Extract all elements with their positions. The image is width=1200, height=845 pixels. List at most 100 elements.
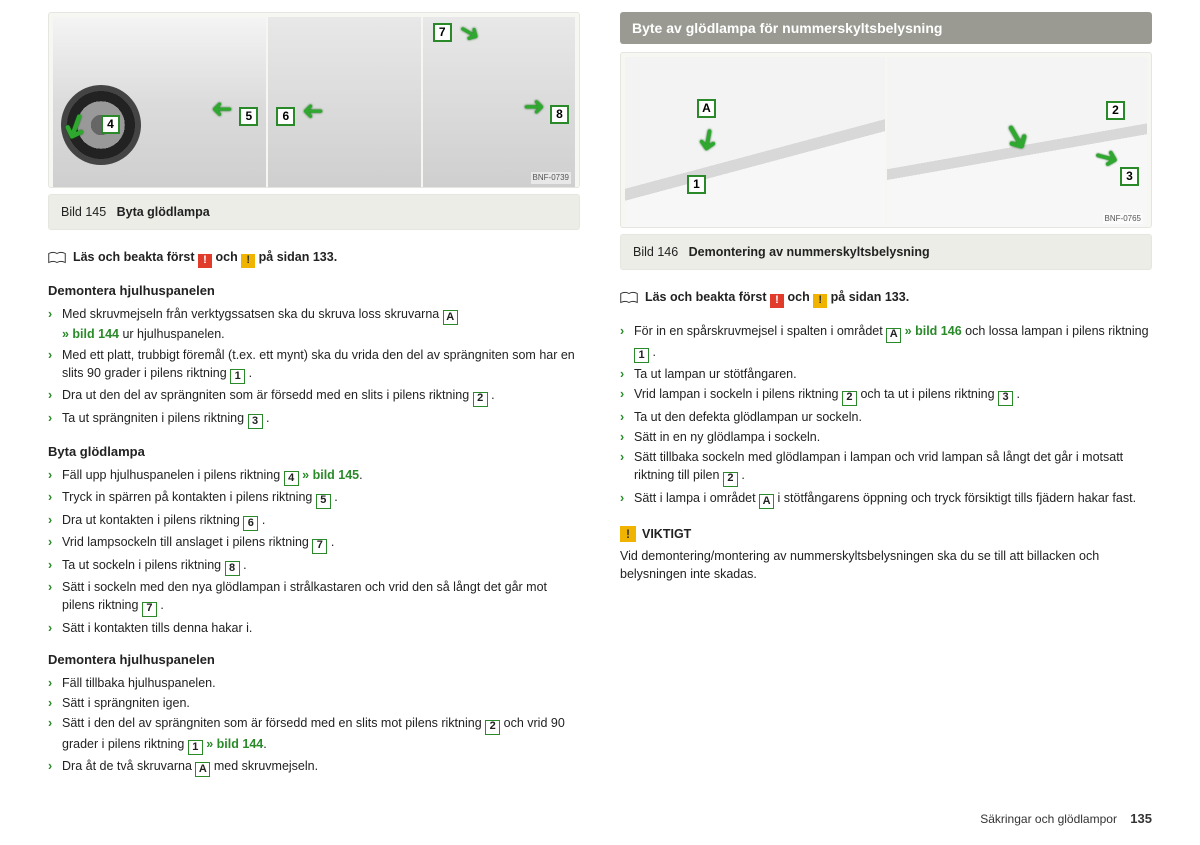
warn-yellow-icon: !	[813, 294, 827, 308]
important-text: Vid demontering/montering av nummerskylt…	[620, 547, 1152, 583]
list-item: För in en spårskruvmejsel i spalten i om…	[620, 322, 1152, 363]
text: Med ett platt, trubbigt föremål (t.ex. e…	[62, 348, 575, 380]
footer-section: Säkringar och glödlampor	[980, 812, 1117, 826]
text: Dra ut den del av sprängniten som är för…	[62, 388, 473, 402]
figure-146-images: A ➜ 1 2 ➜ ➜ 3 BNF-0765	[625, 57, 1147, 227]
list-right: För in en spårskruvmejsel i spalten i om…	[620, 322, 1152, 509]
number-box: 1	[188, 740, 203, 755]
figure-146: A ➜ 1 2 ➜ ➜ 3 BNF-0765	[620, 52, 1152, 228]
marker-4: 4	[101, 115, 120, 134]
number-box: 1	[634, 348, 649, 363]
caption-title: Byta glödlampa	[117, 205, 210, 219]
caption-prefix: Bild 145	[61, 205, 106, 219]
list-item: Sätt i sockeln med den nya glödlampan i …	[48, 578, 580, 617]
arrow-icon: ➜	[454, 17, 486, 49]
figure-145-images: ➜ 4 5 ➜ 6 ➜ 7 ➜ 8 ➜ BNF-0739	[53, 17, 575, 187]
caption-prefix: Bild 146	[633, 245, 678, 259]
list-item: Fäll upp hjulhuspanelen i pilens riktnin…	[48, 466, 580, 486]
list-s2: Fäll upp hjulhuspanelen i pilens riktnin…	[48, 466, 580, 637]
text: Fäll upp hjulhuspanelen i pilens riktnin…	[62, 468, 284, 482]
text: och lossa lampan i pilens riktning	[965, 324, 1148, 338]
warn-yellow-icon: !	[620, 526, 636, 542]
list-item: Ta ut lampan ur stötfångaren.	[620, 365, 1152, 383]
book-icon	[48, 251, 66, 265]
text: Vrid lampan i sockeln i pilens riktning	[634, 387, 842, 401]
list-item: Med skruvmejseln från verktygssatsen ska…	[48, 305, 580, 344]
marker-2: 2	[1106, 101, 1125, 120]
page-footer: Säkringar och glödlampor 135	[980, 810, 1152, 829]
number-box: 2	[473, 392, 488, 407]
book-icon	[620, 291, 638, 305]
list-item: Sätt i kontakten tills denna hakar i.	[48, 619, 580, 637]
number-box: 6	[243, 516, 258, 531]
figure-145-panel-3: 7 ➜ 8 ➜ BNF-0739	[423, 17, 575, 187]
list-item: Sätt i den del av sprängniten som är för…	[48, 714, 580, 755]
number-box: 8	[225, 561, 240, 576]
ref-link: » bild 144	[62, 327, 119, 341]
list-item: Sätt tillbaka sockeln med glödlampan i l…	[620, 448, 1152, 487]
text: Ta ut sprängniten i pilens riktning	[62, 411, 248, 425]
number-box: 5	[316, 494, 331, 509]
text: med skruvmejseln.	[214, 759, 318, 773]
text: och ta ut i pilens riktning	[860, 387, 998, 401]
ref-link: » bild 145	[302, 468, 359, 482]
list-item: Med ett platt, trubbigt föremål (t.ex. e…	[48, 346, 580, 385]
marker-7: 7	[433, 23, 452, 42]
text: Med skruvmejseln från verktygssatsen ska…	[62, 307, 443, 321]
ref-link: » bild 146	[905, 324, 962, 338]
important-label: VIKTIGT	[642, 525, 691, 543]
list-item: Sätt i lampa i området A i stötfångarens…	[620, 489, 1152, 509]
text: Dra åt de två skruvarna	[62, 759, 195, 773]
ref-link: » bild 144	[206, 737, 263, 751]
letter-box: A	[443, 310, 458, 325]
number-box: 3	[248, 414, 263, 429]
arrow-icon: ➜	[523, 93, 545, 119]
list-s1: Med skruvmejseln från verktygssatsen ska…	[48, 305, 580, 429]
list-item: Tryck in spärren på kontakten i pilens r…	[48, 488, 580, 508]
figure-146-caption: Bild 146 Demontering av nummerskyltsbely…	[620, 234, 1152, 270]
notice-and: och	[215, 250, 241, 264]
list-item: Sätt i sprängniten igen.	[48, 694, 580, 712]
number-box: 7	[312, 539, 327, 554]
footer-page: 135	[1130, 811, 1152, 826]
figure-code: BNF-0739	[531, 172, 571, 184]
heading-s1: Demontera hjulhuspanelen	[48, 282, 580, 301]
number-box: 3	[998, 391, 1013, 406]
text: i stötfångarens öppning och tryck försik…	[778, 491, 1137, 505]
letter-box: A	[759, 494, 774, 509]
left-column: ➜ 4 5 ➜ 6 ➜ 7 ➜ 8 ➜ BNF-0739 Bil	[48, 12, 580, 779]
figure-145-panel-1: ➜ 4 5 ➜	[53, 17, 266, 187]
text: Vrid lampsockeln till anslaget i pilens …	[62, 535, 312, 549]
list-item: Sätt in en ny glödlampa i sockeln.	[620, 428, 1152, 446]
text: Sätt i den del av sprängniten som är för…	[62, 716, 485, 730]
text: Sätt tillbaka sockeln med glödlampan i l…	[634, 450, 1123, 482]
number-box: 2	[485, 720, 500, 735]
text: För in en spårskruvmejsel i spalten i om…	[634, 324, 886, 338]
list-item: Dra ut den del av sprängniten som är för…	[48, 386, 580, 406]
number-box: 2	[842, 391, 857, 406]
list-item: Vrid lampan i sockeln i pilens riktning …	[620, 385, 1152, 405]
marker-1: 1	[687, 175, 706, 194]
figure-146-panel-2: 2 ➜ ➜ 3 BNF-0765	[887, 57, 1147, 227]
number-box: 4	[284, 471, 299, 486]
text: ur hjulhuspanelen.	[122, 327, 224, 341]
notice-and: och	[787, 290, 813, 304]
notice-post: på sidan 133.	[831, 290, 910, 304]
figure-145-panel-2: 6 ➜	[268, 17, 420, 187]
warn-red-icon: !	[770, 294, 784, 308]
number-box: 2	[723, 472, 738, 487]
text: Ta ut sockeln i pilens riktning	[62, 558, 225, 572]
figure-145-caption: Bild 145 Byta glödlampa	[48, 194, 580, 230]
arrow-icon: ➜	[211, 97, 233, 123]
list-item: Dra åt de två skruvarna A med skruvmejse…	[48, 757, 580, 777]
arrow-icon: ➜	[691, 125, 725, 155]
list-item: Ta ut sockeln i pilens riktning 8 .	[48, 556, 580, 576]
number-box: 1	[230, 369, 245, 384]
marker-8: 8	[550, 105, 569, 124]
list-item: Vrid lampsockeln till anslaget i pilens …	[48, 533, 580, 553]
letter-box: A	[195, 762, 210, 777]
notice-pre: Läs och beakta först	[645, 290, 770, 304]
notice-post: på sidan 133.	[259, 250, 338, 264]
text: Sätt i sockeln med den nya glödlampan i …	[62, 580, 547, 612]
notice-right: Läs och beakta först ! och ! på sidan 13…	[620, 288, 1152, 308]
